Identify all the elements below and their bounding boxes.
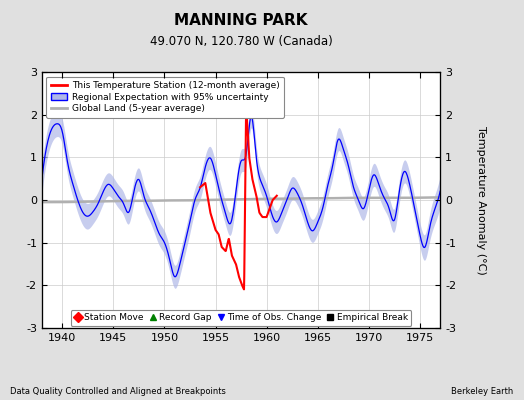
Text: MANNING PARK: MANNING PARK <box>174 13 308 28</box>
Legend: Station Move, Record Gap, Time of Obs. Change, Empirical Break: Station Move, Record Gap, Time of Obs. C… <box>71 310 411 326</box>
Text: Data Quality Controlled and Aligned at Breakpoints: Data Quality Controlled and Aligned at B… <box>10 387 226 396</box>
Text: 49.070 N, 120.780 W (Canada): 49.070 N, 120.780 W (Canada) <box>150 35 332 48</box>
Text: Berkeley Earth: Berkeley Earth <box>451 387 514 396</box>
Y-axis label: Temperature Anomaly (°C): Temperature Anomaly (°C) <box>476 126 486 274</box>
